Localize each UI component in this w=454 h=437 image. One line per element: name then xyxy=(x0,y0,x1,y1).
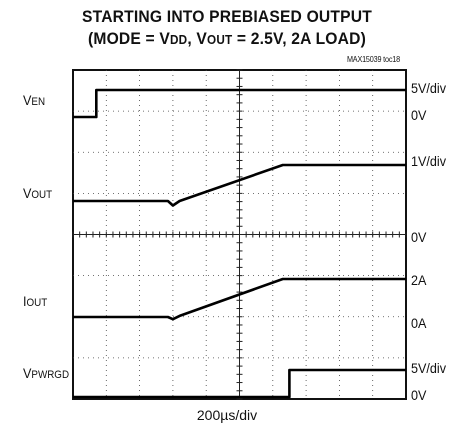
plot-grid xyxy=(72,69,407,400)
vpwrgd-channel-label: VPWRGD xyxy=(23,365,70,381)
plot-traces xyxy=(73,88,406,399)
ven-scale-label: 5V/div xyxy=(411,80,447,96)
iout-trace xyxy=(73,277,406,321)
iout-zero-label: 0A xyxy=(411,315,427,331)
vpwrgd-zero-label: 0V xyxy=(411,387,427,403)
ven-channel-label: VEN xyxy=(23,92,46,108)
ven-trace xyxy=(73,88,406,119)
vout-zero-label: 0V xyxy=(411,229,427,245)
chart-title-line-2: (MODE = VDD, VOUT = 2.5V, 2A LOAD) xyxy=(87,29,367,48)
vout-trace xyxy=(73,163,406,207)
iout-scale-label: 2A xyxy=(411,272,427,288)
vpwrgd-scale-label: 5V/div xyxy=(411,360,447,376)
vout-channel-label: VOUT xyxy=(23,185,53,201)
vout-scale-label: 1V/div xyxy=(411,153,447,169)
chart-title-line-1: STARTING INTO PREBIASED OUTPUT xyxy=(82,7,372,26)
figure-code: MAX15039 toc18 xyxy=(346,54,400,64)
iout-channel-label: IOUT xyxy=(23,293,48,309)
vpwrgd-trace xyxy=(73,368,406,399)
ven-zero-label: 0V xyxy=(411,107,427,123)
x-axis-label: 200µs/div xyxy=(196,407,258,423)
